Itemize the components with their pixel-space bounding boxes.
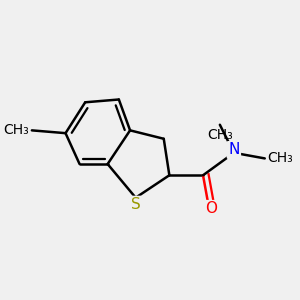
Text: CH₃: CH₃ [268, 152, 293, 165]
Text: CH₃: CH₃ [207, 128, 233, 142]
Text: O: O [206, 201, 218, 216]
Text: N: N [228, 142, 240, 158]
Text: CH₃: CH₃ [3, 123, 29, 137]
Text: S: S [131, 197, 141, 212]
